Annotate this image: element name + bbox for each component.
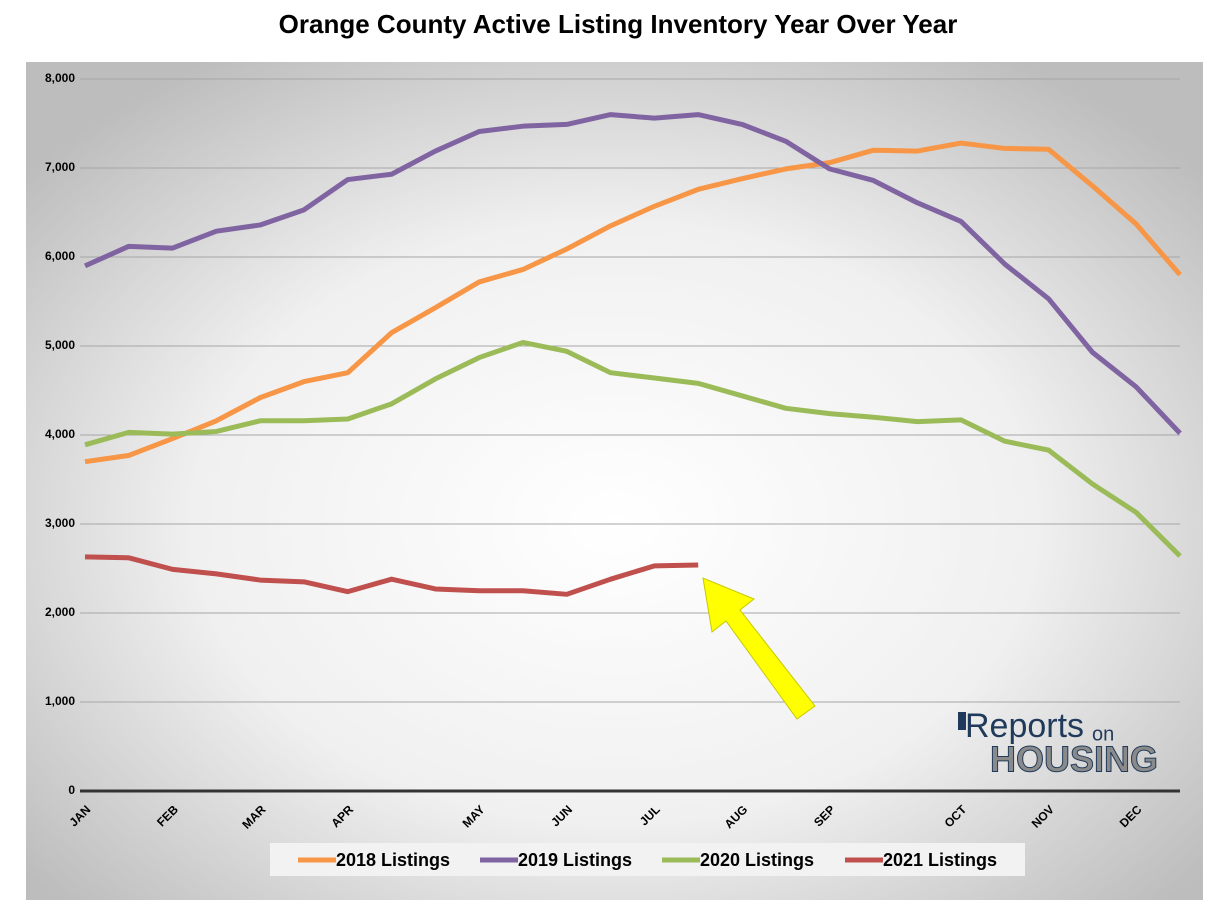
y-tick-label: 4,000 (45, 427, 75, 441)
series-line (84, 554, 699, 597)
chart-title: Orange County Active Listing Inventory Y… (279, 9, 958, 39)
series-line (84, 140, 1182, 465)
y-tick-label: 5,000 (45, 338, 75, 352)
legend-label: 2018 Listings (336, 850, 450, 870)
logo-word: Reports (965, 707, 1084, 745)
legend (270, 843, 1025, 876)
y-tick-label: 6,000 (45, 249, 75, 263)
legend-items: 2018 Listings 2019 Listings 2020 Listings 2… (298, 850, 997, 870)
y-tick-label: 1,000 (45, 694, 75, 708)
logo-big: HOUSING (990, 739, 1158, 780)
legend-label: 2019 Listings (518, 850, 632, 870)
y-tick-label: 0 (68, 783, 75, 797)
legend-label: 2020 Listings (700, 850, 814, 870)
logo: Reports on HOUSING (958, 707, 1159, 780)
y-tick-label: 7,000 (45, 160, 75, 174)
y-tick-label: 8,000 (45, 71, 75, 85)
y-tick-label: 3,000 (45, 516, 75, 530)
legend-label: 2021 Listings (883, 850, 997, 870)
y-tick-label: 2,000 (45, 605, 75, 619)
logo-icon (958, 712, 966, 730)
plot-panel (26, 62, 1203, 900)
series-line (84, 339, 1182, 558)
lines (83, 112, 1182, 597)
series-line (83, 112, 1182, 435)
logo-small: on (1092, 723, 1114, 745)
arrow (702, 577, 816, 720)
